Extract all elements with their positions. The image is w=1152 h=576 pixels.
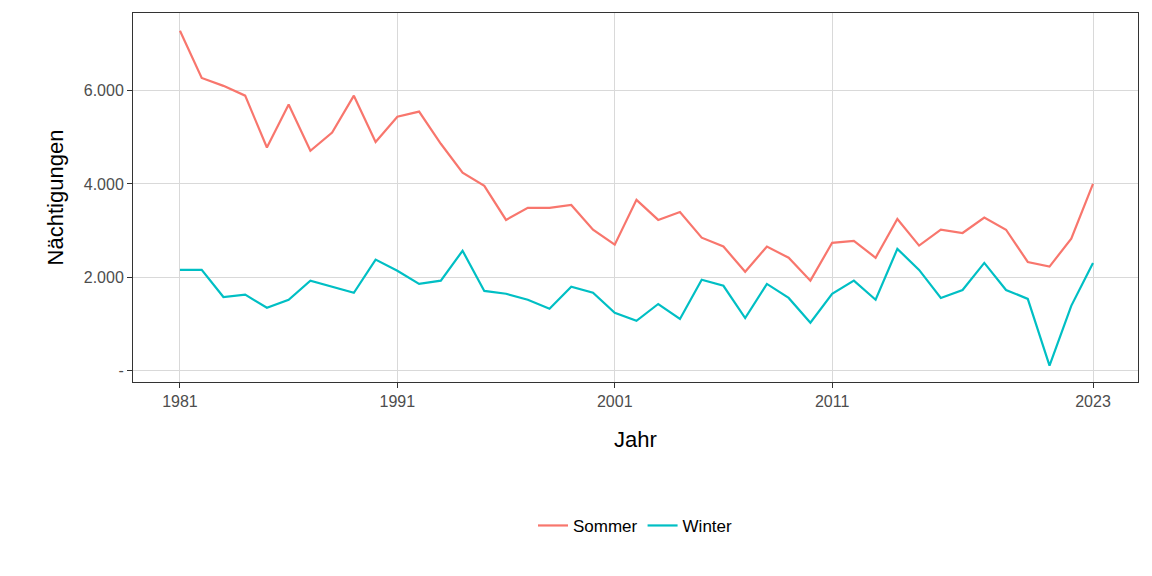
svg-text:-: - xyxy=(118,362,123,379)
svg-text:2023: 2023 xyxy=(1075,393,1111,410)
svg-text:2.000: 2.000 xyxy=(84,269,124,286)
svg-text:Sommer: Sommer xyxy=(573,517,638,536)
svg-text:1991: 1991 xyxy=(380,393,416,410)
svg-text:Nächtigungen: Nächtigungen xyxy=(43,130,68,266)
svg-text:6.000: 6.000 xyxy=(84,82,124,99)
svg-text:4.000: 4.000 xyxy=(84,176,124,193)
svg-text:2001: 2001 xyxy=(597,393,633,410)
svg-text:Winter: Winter xyxy=(683,517,732,536)
svg-text:Jahr: Jahr xyxy=(614,427,657,452)
svg-text:2011: 2011 xyxy=(815,393,850,410)
svg-text:1981: 1981 xyxy=(162,393,198,410)
